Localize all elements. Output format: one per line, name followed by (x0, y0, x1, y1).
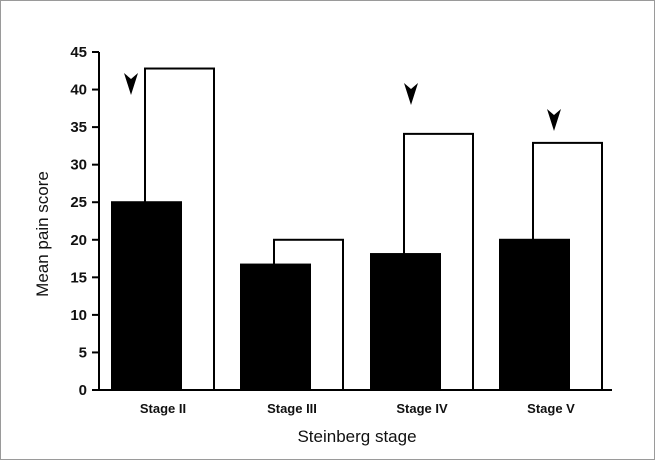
arrowhead-down-icon (547, 109, 561, 131)
y-tick-label: 15 (70, 269, 87, 286)
arrowhead-down-icon (124, 73, 138, 95)
y-tick-label: 10 (70, 307, 87, 324)
y-tick-label: 35 (70, 119, 87, 136)
x-axis: Stage II Stage III Stage IV Stage V (99, 389, 612, 416)
y-tick-label: 40 (70, 82, 87, 99)
bars (111, 67, 603, 392)
y-tick-label: 25 (70, 194, 87, 211)
y-tick-label: 20 (70, 232, 87, 249)
x-tick-label: Stage II (140, 401, 186, 416)
x-tick-label: Stage IV (396, 401, 448, 416)
bar-filled (240, 263, 311, 392)
x-axis-title: Steinberg stage (297, 427, 416, 446)
y-axis-title: Mean pain score (33, 171, 52, 297)
x-tick-label: Stage III (267, 401, 317, 416)
y-tick-label: 0 (79, 382, 87, 399)
y-tick-label: 5 (79, 344, 87, 361)
bar-filled (370, 253, 441, 391)
x-tick-label: Stage V (527, 401, 575, 416)
arrowhead-down-icon (404, 83, 418, 105)
bar-filled (111, 201, 182, 391)
significance-markers (124, 73, 561, 131)
y-tick-label: 45 (70, 44, 87, 61)
y-axis: 0 5 10 15 20 25 30 35 40 45 (70, 44, 100, 399)
bar-filled (499, 238, 570, 391)
y-tick-label: 30 (70, 157, 87, 174)
